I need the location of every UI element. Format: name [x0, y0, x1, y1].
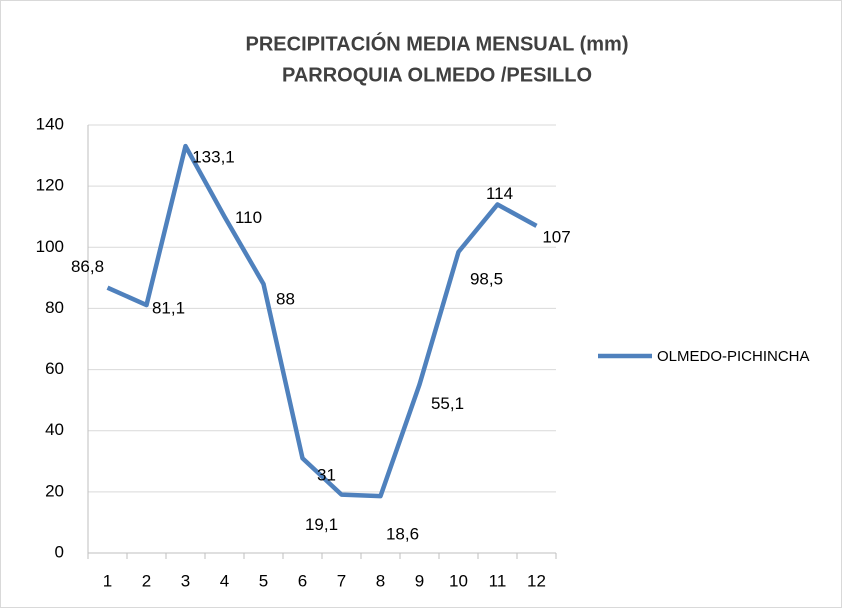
y-tick-label: 20 [45, 481, 64, 500]
chart-title: PRECIPITACIÓN MEDIA MENSUAL (mm) [246, 31, 629, 55]
data-label: 110 [235, 208, 262, 227]
x-tick-label: 9 [415, 571, 424, 590]
x-tick-label: 10 [449, 571, 468, 590]
y-tick-label: 80 [45, 298, 64, 317]
data-label: 18,6 [386, 525, 419, 544]
x-tick-label: 7 [337, 571, 346, 590]
y-tick-label: 100 [36, 237, 64, 256]
data-label: 114 [486, 184, 513, 203]
data-label: 88 [276, 289, 295, 308]
chart-subtitle: PARROQUIA OLMEDO /PESILLO [282, 64, 592, 86]
data-label: 98,5 [470, 269, 503, 288]
x-tick-label: 2 [142, 571, 151, 590]
data-label: 81,1 [152, 299, 185, 318]
data-label: 133,1 [192, 148, 235, 167]
x-tick-label: 1 [103, 571, 112, 590]
legend-label: OLMEDO-PICHINCHA [657, 348, 810, 365]
data-label: 86,8 [71, 257, 104, 276]
x-tick-label: 11 [489, 571, 507, 590]
y-tick-label: 60 [45, 359, 64, 378]
x-tick-label: 5 [259, 571, 268, 590]
x-tick-label: 6 [298, 571, 307, 590]
y-tick-label: 140 [36, 114, 64, 133]
x-tick-label: 3 [181, 571, 190, 590]
data-label: 107 [542, 227, 570, 246]
x-tick-label: 8 [376, 571, 385, 590]
series-line [106, 143, 538, 499]
data-label: 31 [317, 466, 336, 485]
y-tick-label: 0 [55, 542, 64, 561]
y-tick-label: 40 [45, 420, 64, 439]
x-tick-label: 12 [527, 571, 546, 590]
data-label: 19,1 [305, 515, 338, 534]
data-label: 55,1 [431, 394, 464, 413]
x-tick-label: 4 [220, 571, 229, 590]
y-tick-label: 120 [36, 176, 64, 195]
